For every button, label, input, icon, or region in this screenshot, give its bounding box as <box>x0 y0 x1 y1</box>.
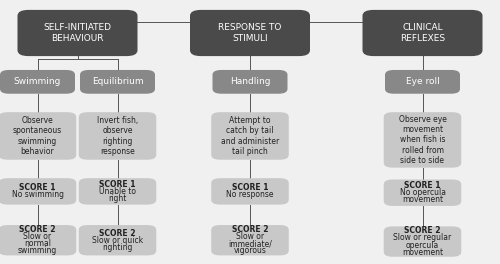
FancyBboxPatch shape <box>80 70 155 94</box>
Text: SCORE 2: SCORE 2 <box>99 229 136 238</box>
Text: No response: No response <box>226 190 274 200</box>
Text: SCORE 2: SCORE 2 <box>404 226 441 235</box>
Text: vigorous: vigorous <box>234 247 266 256</box>
FancyBboxPatch shape <box>211 112 289 160</box>
Text: Observe
spontaneous
swimming
behavior: Observe spontaneous swimming behavior <box>13 116 62 156</box>
Text: Observe eye
movement
when fish is
rolled from
side to side: Observe eye movement when fish is rolled… <box>398 115 446 165</box>
FancyBboxPatch shape <box>385 70 460 94</box>
FancyBboxPatch shape <box>18 10 138 56</box>
FancyBboxPatch shape <box>211 225 289 256</box>
Text: opercula: opercula <box>406 241 439 250</box>
Text: Swimming: Swimming <box>14 77 61 86</box>
FancyBboxPatch shape <box>0 70 75 94</box>
FancyBboxPatch shape <box>78 178 156 205</box>
Text: SCORE 1: SCORE 1 <box>404 181 441 190</box>
Text: Eye roll: Eye roll <box>406 77 440 86</box>
Text: SCORE 1: SCORE 1 <box>232 183 268 192</box>
Text: movement: movement <box>402 195 443 204</box>
FancyBboxPatch shape <box>384 112 461 168</box>
Text: Equilibrium: Equilibrium <box>92 77 144 86</box>
Text: normal: normal <box>24 239 51 248</box>
FancyBboxPatch shape <box>0 112 76 160</box>
Text: SELF-INITIATED
BEHAVIOUR: SELF-INITIATED BEHAVIOUR <box>44 23 112 43</box>
Text: Unable to: Unable to <box>99 187 136 196</box>
Text: CLINICAL
REFLEXES: CLINICAL REFLEXES <box>400 23 445 43</box>
FancyBboxPatch shape <box>384 226 461 257</box>
FancyBboxPatch shape <box>362 10 482 56</box>
FancyBboxPatch shape <box>0 178 76 205</box>
FancyBboxPatch shape <box>0 225 76 256</box>
Text: Attempt to
catch by tail
and administer
tail pinch: Attempt to catch by tail and administer … <box>221 116 279 156</box>
Text: righting: righting <box>102 243 132 252</box>
Text: Slow or: Slow or <box>24 232 52 241</box>
Text: SCORE 2: SCORE 2 <box>232 225 268 234</box>
Text: movement: movement <box>402 248 443 257</box>
FancyBboxPatch shape <box>190 10 310 56</box>
FancyBboxPatch shape <box>384 180 461 206</box>
FancyBboxPatch shape <box>78 112 156 160</box>
Text: Slow or: Slow or <box>236 232 264 241</box>
Text: SCORE 2: SCORE 2 <box>19 225 56 234</box>
FancyBboxPatch shape <box>212 70 288 94</box>
Text: right: right <box>108 194 126 203</box>
Text: Slow or quick: Slow or quick <box>92 236 143 245</box>
FancyBboxPatch shape <box>211 178 289 205</box>
Text: Handling: Handling <box>230 77 270 86</box>
FancyBboxPatch shape <box>78 225 156 256</box>
Text: swimming: swimming <box>18 247 57 256</box>
Text: No swimming: No swimming <box>12 190 64 200</box>
Text: Slow or regular: Slow or regular <box>394 233 452 243</box>
Text: No opercula: No opercula <box>400 188 446 197</box>
Text: RESPONSE TO
STIMULI: RESPONSE TO STIMULI <box>218 23 282 43</box>
Text: immediate/: immediate/ <box>228 239 272 248</box>
Text: SCORE 1: SCORE 1 <box>19 183 56 192</box>
Text: Invert fish,
observe
righting
response: Invert fish, observe righting response <box>97 116 138 156</box>
Text: SCORE 1: SCORE 1 <box>99 180 136 189</box>
